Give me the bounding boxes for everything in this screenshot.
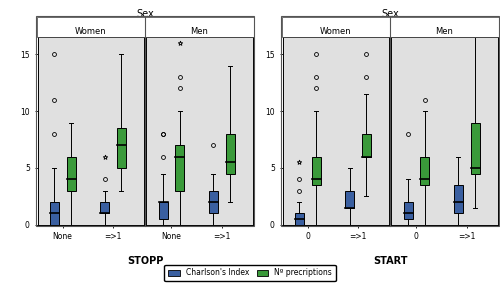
- Bar: [176, 145, 184, 191]
- Bar: [117, 128, 126, 168]
- Bar: [312, 157, 320, 185]
- Text: START: START: [373, 256, 407, 266]
- Bar: [404, 202, 412, 219]
- Text: Men: Men: [436, 27, 454, 36]
- Bar: [454, 185, 463, 213]
- Text: Women: Women: [75, 27, 106, 36]
- Text: Women: Women: [320, 27, 352, 36]
- Bar: [226, 134, 234, 174]
- Bar: [158, 202, 168, 219]
- Text: Sex: Sex: [136, 9, 154, 19]
- Bar: [470, 122, 480, 174]
- Text: STOPP: STOPP: [127, 256, 163, 266]
- Text: Sex: Sex: [381, 9, 399, 19]
- Bar: [420, 157, 430, 185]
- Bar: [50, 202, 59, 225]
- Bar: [362, 134, 371, 157]
- Bar: [209, 191, 218, 213]
- Legend: Charlson's Index, Nº precriptions: Charlson's Index, Nº precriptions: [164, 265, 336, 281]
- Text: Men: Men: [190, 27, 208, 36]
- Bar: [295, 213, 304, 225]
- Bar: [345, 191, 354, 208]
- Bar: [100, 202, 109, 213]
- Bar: [66, 157, 76, 191]
